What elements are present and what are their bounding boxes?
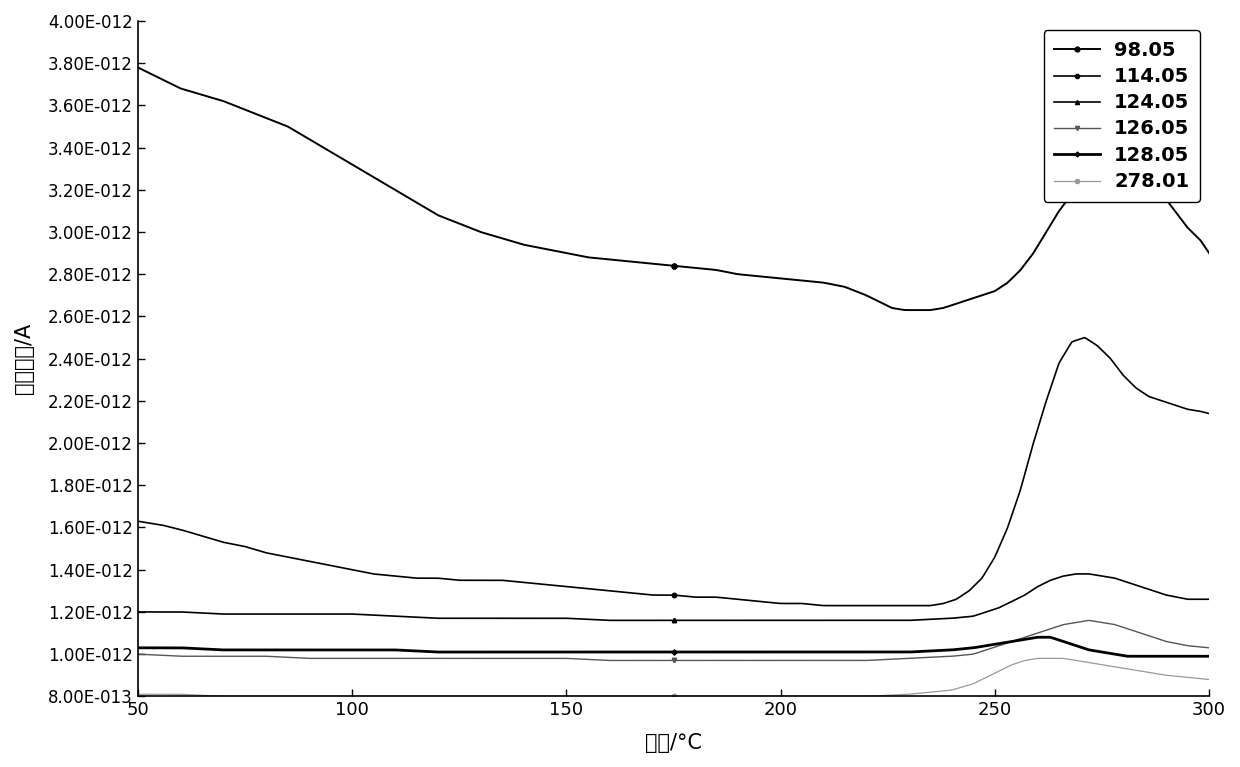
126.05 [1011, 635, 1025, 644]
114.05 [768, 598, 782, 607]
126.05 [1202, 644, 1216, 653]
128.05 [1032, 633, 1047, 642]
278.01 [770, 692, 785, 701]
128.05 [646, 647, 661, 657]
126.05 [712, 656, 727, 665]
98.05 [1202, 249, 1216, 258]
Line: 126.05: 126.05 [135, 618, 1211, 663]
124.05 [603, 616, 618, 625]
128.05 [711, 647, 725, 657]
124.05 [770, 616, 785, 625]
124.05 [1180, 594, 1195, 604]
128.05 [1122, 652, 1137, 661]
278.01 [130, 690, 145, 699]
114.05 [1078, 333, 1092, 342]
114.05 [130, 516, 145, 525]
114.05 [817, 601, 832, 611]
Line: 278.01: 278.01 [135, 657, 1211, 699]
Line: 124.05: 124.05 [135, 572, 1211, 623]
Legend: 98.05, 114.05, 124.05, 126.05, 128.05, 278.01: 98.05, 114.05, 124.05, 126.05, 128.05, 2… [1044, 30, 1200, 202]
126.05 [1180, 641, 1195, 650]
Y-axis label: 离子强度/A: 离子强度/A [14, 323, 33, 394]
Line: 128.05: 128.05 [136, 636, 1210, 658]
124.05 [641, 616, 656, 625]
126.05 [647, 656, 662, 665]
124.05 [1202, 594, 1216, 604]
128.05 [1180, 652, 1195, 661]
Line: 114.05: 114.05 [135, 335, 1211, 607]
128.05 [639, 647, 653, 657]
98.05 [1178, 220, 1193, 229]
278.01 [641, 692, 656, 701]
278.01 [216, 692, 231, 701]
126.05 [603, 656, 618, 665]
98.05 [646, 259, 661, 268]
128.05 [768, 647, 782, 657]
278.01 [1032, 653, 1047, 663]
126.05 [641, 656, 656, 665]
X-axis label: 温度/°C: 温度/°C [645, 733, 702, 753]
114.05 [1202, 409, 1216, 418]
Line: 98.05: 98.05 [135, 65, 1211, 312]
126.05 [770, 656, 785, 665]
126.05 [1081, 616, 1096, 625]
98.05 [130, 63, 145, 72]
278.01 [1202, 675, 1216, 684]
278.01 [712, 692, 727, 701]
98.05 [711, 265, 725, 275]
98.05 [639, 258, 653, 268]
114.05 [1011, 492, 1025, 502]
114.05 [646, 591, 661, 600]
114.05 [639, 590, 653, 599]
124.05 [647, 616, 662, 625]
126.05 [130, 650, 145, 659]
278.01 [1011, 658, 1025, 667]
114.05 [711, 593, 725, 602]
128.05 [130, 644, 145, 653]
98.05 [899, 305, 914, 314]
124.05 [1070, 569, 1085, 578]
98.05 [1011, 268, 1025, 277]
128.05 [1202, 652, 1216, 661]
278.01 [647, 692, 662, 701]
128.05 [1008, 637, 1023, 646]
114.05 [1180, 405, 1195, 414]
124.05 [130, 607, 145, 617]
124.05 [712, 616, 727, 625]
124.05 [1011, 594, 1025, 603]
278.01 [1180, 673, 1195, 682]
98.05 [768, 273, 782, 282]
